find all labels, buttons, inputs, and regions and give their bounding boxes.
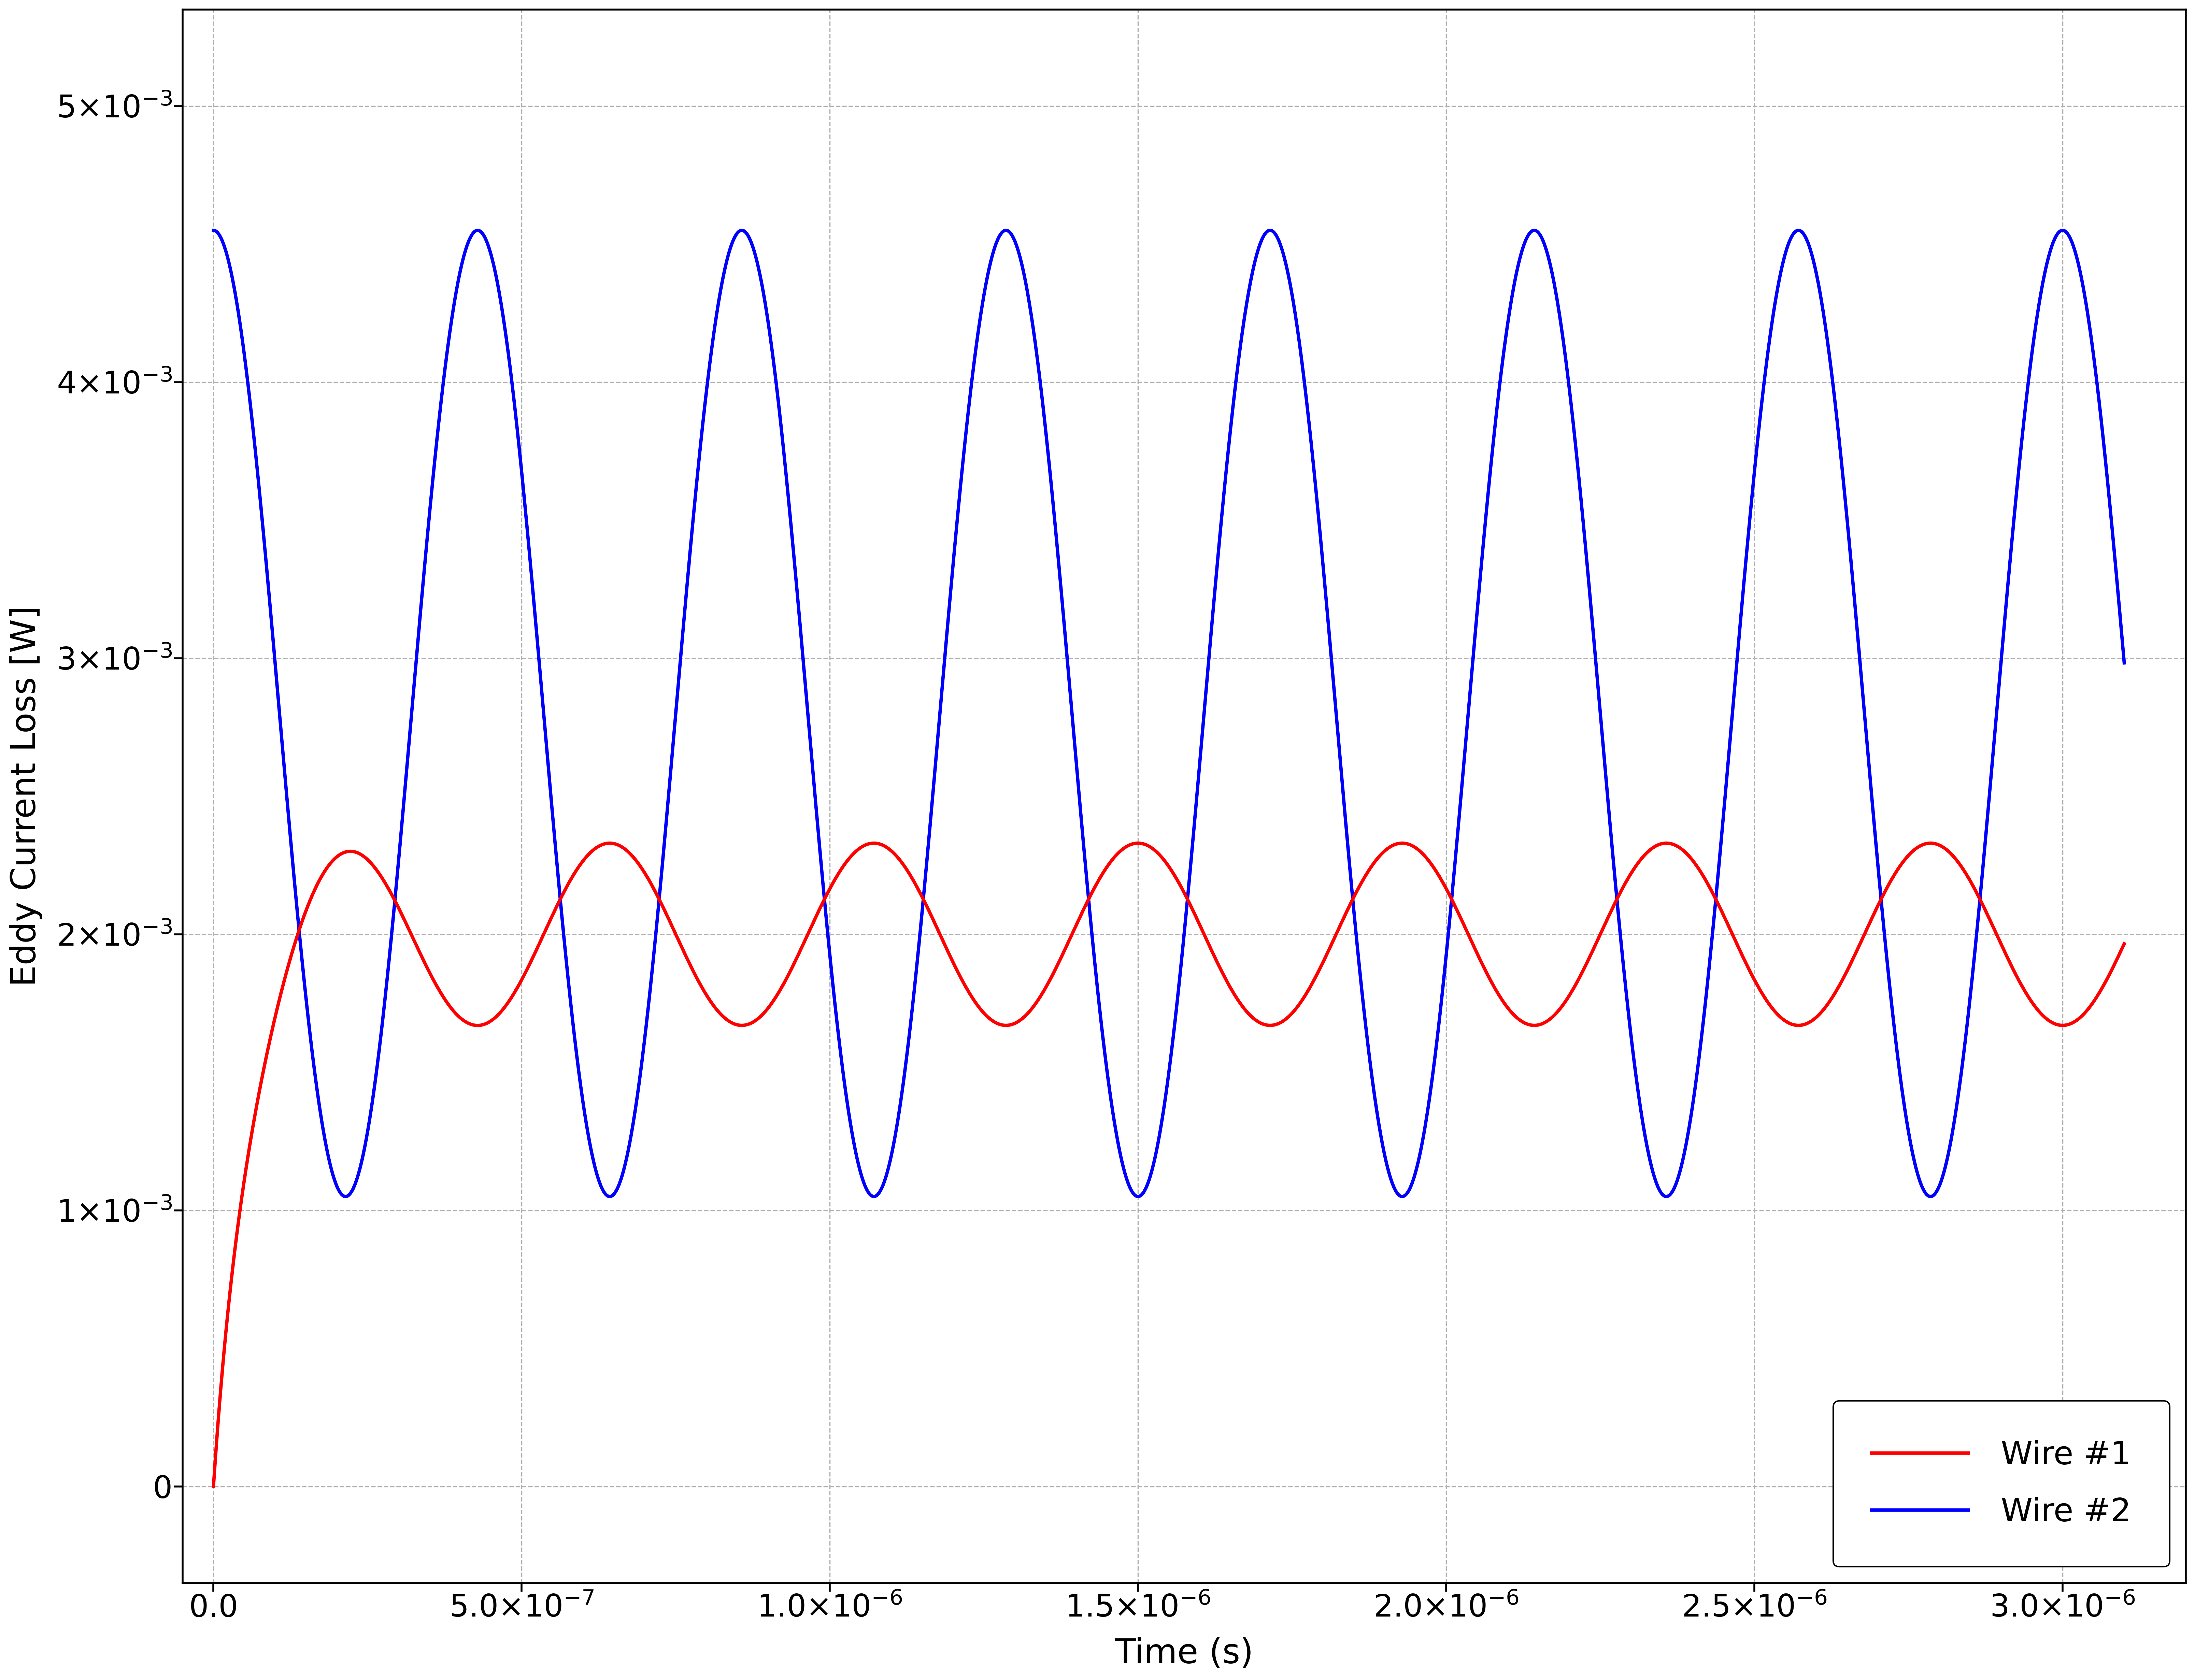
Wire #2 — [1442, 837, 1468, 857]
Wire #1 — [1771, 1011, 1798, 1032]
Wire #1 — [931, 932, 957, 953]
Wire #2 — [200, 220, 226, 240]
Line: Wire #2: Wire #2 — [213, 230, 2125, 1196]
Wire #2 — [547, 892, 573, 912]
Wire #2 — [2112, 654, 2138, 674]
Wire #1 — [1346, 877, 1372, 897]
Wire #1 — [547, 889, 573, 909]
Wire #1 — [2112, 934, 2138, 954]
Wire #1 — [1626, 852, 1653, 872]
Line: Wire #1: Wire #1 — [213, 843, 2125, 1487]
Y-axis label: Eddy Current Loss [W]: Eddy Current Loss [W] — [9, 606, 42, 986]
Wire #2 — [1389, 1186, 1416, 1206]
Wire #2 — [1346, 958, 1372, 978]
Wire #1 — [1389, 833, 1416, 853]
X-axis label: Time (s): Time (s) — [1115, 1638, 1253, 1670]
Wire #1 — [1442, 899, 1468, 919]
Legend: Wire #1, Wire #2: Wire #1, Wire #2 — [1833, 1401, 2169, 1567]
Wire #1 — [200, 1477, 226, 1497]
Wire #2 — [1771, 245, 1798, 265]
Wire #2 — [931, 662, 957, 682]
Wire #2 — [1626, 1092, 1653, 1112]
